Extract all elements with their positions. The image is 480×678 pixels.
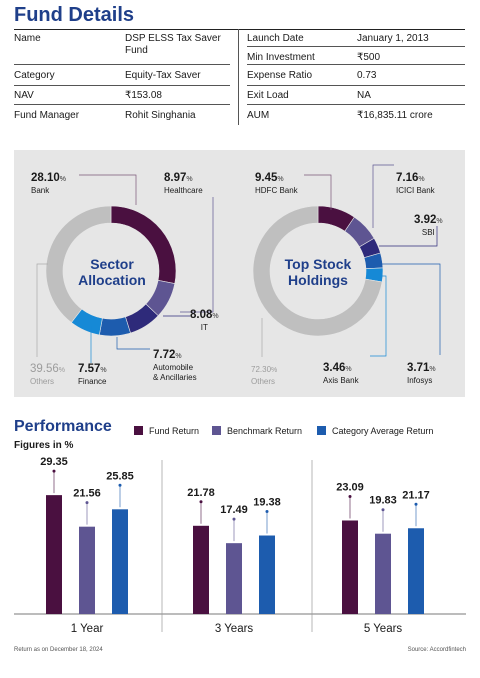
- bar-benchmark-return-5-years: [375, 534, 391, 614]
- bar-value-label: 19.83: [369, 495, 397, 507]
- bar-value-label: 21.56: [73, 488, 101, 500]
- bar-value-label: 19.38: [253, 497, 281, 509]
- performance-chart: 29.35 21.56 25.85 1 Year 21.78 17.49 19.38 3 Ye…: [14, 456, 466, 635]
- category-label-5-years: 5 Years: [364, 623, 403, 635]
- bar-category-average-return-5-years: [408, 528, 424, 614]
- bar-fund-return-1-year: [46, 495, 62, 614]
- bar-value-label: 23.09: [336, 481, 364, 493]
- footnote-date: Return as on December 18, 2024: [14, 647, 103, 653]
- bar-category-average-return-1-year: [112, 509, 128, 614]
- bar-benchmark-return-1-year: [79, 527, 95, 614]
- bar-leader-dot: [382, 508, 385, 511]
- bar-benchmark-return-3-years: [226, 543, 242, 614]
- bar-leader-dot: [233, 518, 236, 521]
- bar-fund-return-5-years: [342, 520, 358, 614]
- bar-leader-dot: [266, 510, 269, 513]
- bar-leader-dot: [53, 470, 56, 473]
- bar-category-average-return-3-years: [259, 536, 275, 614]
- bar-leader-dot: [200, 500, 203, 503]
- bar-value-label: 25.85: [106, 470, 134, 482]
- bar-leader-dot: [415, 503, 418, 506]
- category-label-3-years: 3 Years: [215, 623, 254, 635]
- bar-value-label: 21.78: [187, 487, 215, 499]
- bar-leader-dot: [86, 501, 89, 504]
- bar-leader-dot: [349, 495, 352, 498]
- bar-value-label: 17.49: [220, 504, 248, 516]
- footnote-source: Source: Accordfintech: [408, 647, 466, 653]
- bar-fund-return-3-years: [193, 526, 209, 614]
- bar-value-label: 21.17: [402, 489, 430, 501]
- category-label-1-year: 1 Year: [71, 623, 104, 635]
- bar-value-label: 29.35: [40, 456, 68, 468]
- bar-leader-dot: [119, 484, 122, 487]
